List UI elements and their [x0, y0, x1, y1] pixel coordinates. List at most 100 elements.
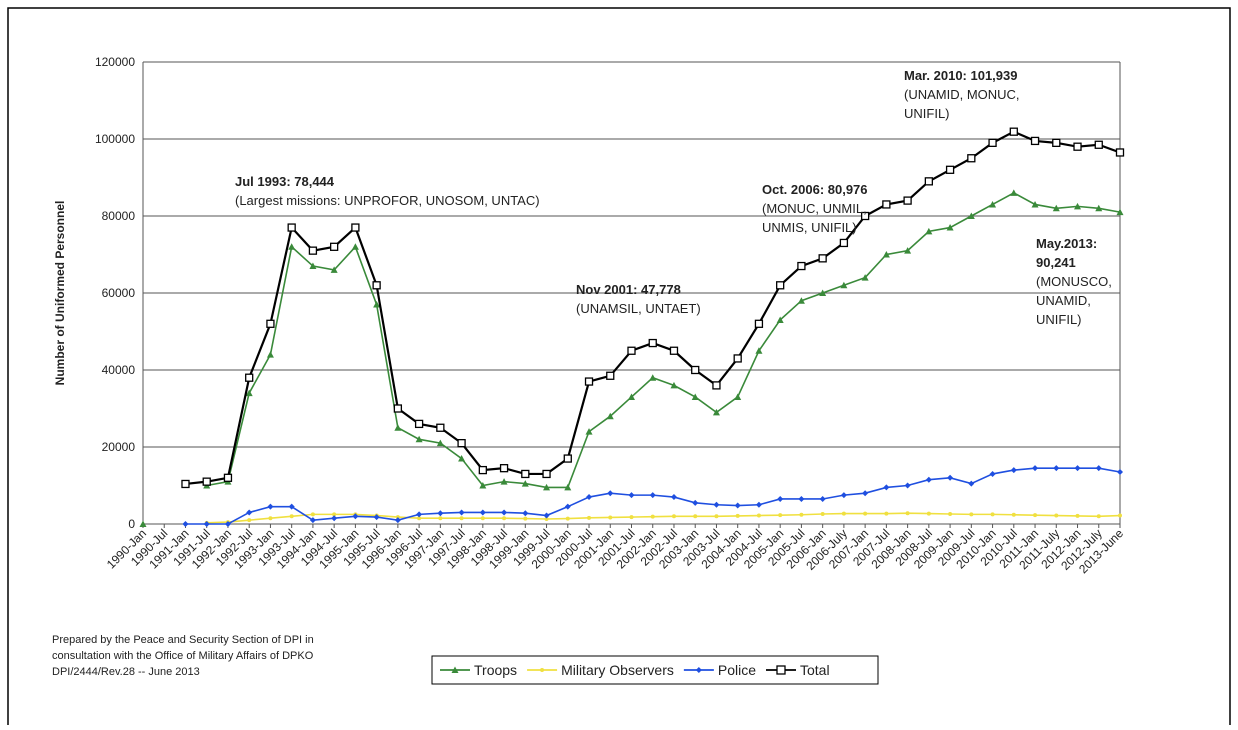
- annotation: May.2013:: [1036, 236, 1097, 251]
- point: [990, 512, 995, 517]
- annotation: UNAMID,: [1036, 293, 1091, 308]
- point: [1053, 465, 1060, 472]
- point: [521, 469, 530, 479]
- point: [544, 516, 549, 521]
- point: [267, 503, 274, 510]
- point: [648, 338, 657, 348]
- point: [1032, 465, 1039, 472]
- point: [1011, 512, 1016, 517]
- point: [330, 242, 339, 251]
- point: [1116, 208, 1124, 216]
- point: [480, 516, 485, 521]
- point: [650, 514, 655, 519]
- point: [649, 492, 656, 499]
- point: [458, 509, 465, 516]
- point: [372, 281, 381, 290]
- point: [863, 511, 868, 516]
- point: [649, 374, 657, 381]
- point: [393, 404, 403, 413]
- legend-label: Military Observers: [561, 662, 674, 678]
- footnote: DPI/2444/Rev.28 -- June 2013: [52, 666, 200, 678]
- point: [542, 469, 551, 479]
- point: [224, 521, 231, 527]
- point: [309, 262, 317, 270]
- point: [670, 494, 677, 501]
- point: [754, 319, 764, 328]
- annotation: Mar. 2010: 101,939: [904, 68, 1017, 83]
- point: [351, 223, 360, 232]
- point: [839, 238, 849, 248]
- point: [734, 393, 742, 400]
- point: [797, 297, 805, 304]
- point: [543, 512, 550, 519]
- point: [287, 223, 296, 232]
- point: [499, 464, 509, 473]
- point: [332, 512, 337, 517]
- point: [691, 365, 700, 375]
- point: [755, 347, 763, 354]
- point: [288, 243, 296, 250]
- point: [967, 154, 976, 163]
- point: [799, 512, 804, 517]
- point: [755, 501, 762, 508]
- legend-box: [431, 655, 879, 685]
- y-tick-label: 20000: [102, 440, 136, 454]
- point: [608, 515, 613, 520]
- point: [820, 511, 825, 516]
- point: [797, 261, 806, 271]
- point: [373, 514, 380, 521]
- point: [945, 165, 955, 174]
- point: [840, 281, 848, 289]
- point: [967, 212, 975, 219]
- annotation: UNMIS, UNIFIL): [762, 220, 857, 235]
- point: [948, 511, 953, 516]
- point: [584, 377, 594, 386]
- point: [1095, 204, 1103, 212]
- point: [627, 346, 636, 355]
- point: [882, 200, 891, 209]
- point: [628, 393, 635, 400]
- point: [1096, 514, 1101, 519]
- point: [798, 495, 805, 502]
- point: [289, 514, 294, 519]
- point: [734, 502, 741, 509]
- point: [245, 389, 253, 397]
- point: [288, 503, 295, 510]
- point: [202, 477, 211, 486]
- point: [776, 281, 785, 290]
- point: [352, 513, 359, 520]
- point: [735, 513, 740, 518]
- annotation: UNIFIL): [1036, 312, 1082, 327]
- point: [1030, 136, 1040, 146]
- point: [587, 515, 592, 520]
- point: [458, 455, 466, 462]
- series-line: [206, 512, 1121, 524]
- point: [905, 511, 910, 516]
- point: [223, 473, 233, 482]
- point: [713, 501, 720, 508]
- point: [670, 381, 678, 389]
- legend-marker: [695, 667, 702, 673]
- point: [819, 289, 827, 296]
- point: [395, 515, 400, 520]
- point: [247, 518, 252, 523]
- point: [479, 509, 486, 516]
- y-tick-label: 40000: [102, 363, 136, 377]
- point: [606, 412, 614, 420]
- point: [501, 509, 508, 516]
- point: [522, 510, 529, 517]
- point: [436, 439, 444, 447]
- legend-label: Troops: [474, 662, 517, 678]
- point: [946, 224, 954, 231]
- annotation: UNIFIL): [904, 106, 950, 121]
- point: [883, 484, 890, 491]
- point: [692, 499, 699, 506]
- point: [417, 516, 422, 521]
- point: [924, 177, 933, 186]
- point: [778, 513, 783, 518]
- point: [988, 138, 997, 148]
- point: [819, 495, 826, 502]
- point: [629, 515, 634, 520]
- annotation: (UNAMSIL, UNTAET): [576, 301, 701, 316]
- point: [543, 483, 551, 491]
